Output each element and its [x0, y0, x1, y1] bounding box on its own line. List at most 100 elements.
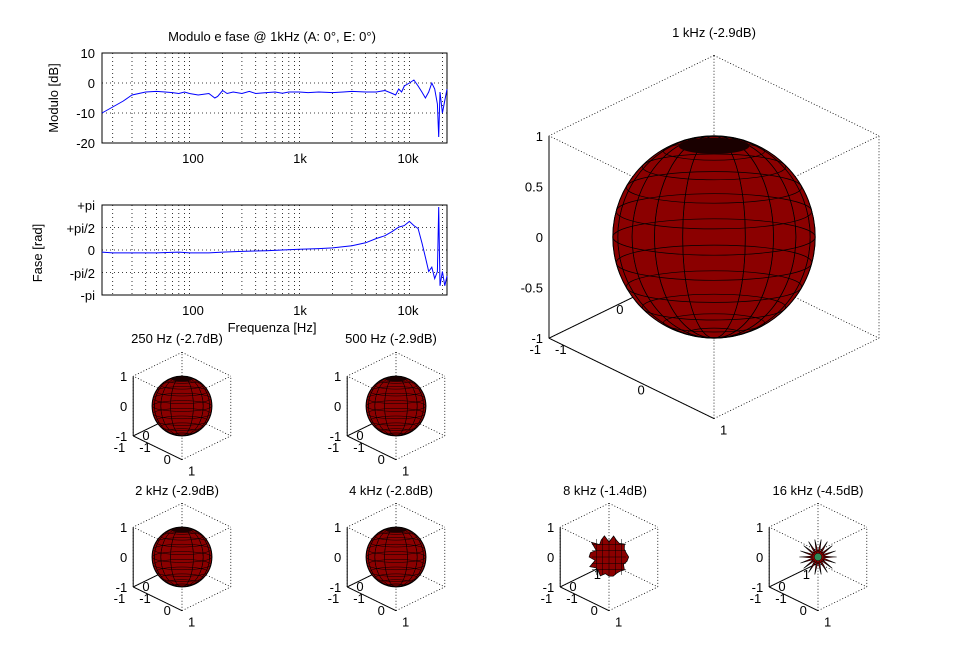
balloon-xtick-label: 0 — [142, 579, 149, 594]
balloon-xtick-label: -1 — [328, 591, 340, 606]
phase-ytick-halfpi: +pi/2 — [66, 221, 95, 236]
balloon-title: 4 kHz (-2.8dB) — [349, 483, 433, 498]
magnitude-ytick-10: 10 — [81, 46, 95, 61]
balloon-latitude-line — [374, 532, 418, 541]
balloon-title: 1 kHz (-2.9dB) — [672, 25, 756, 40]
balloon-xtick-label: -1 — [750, 591, 762, 606]
balloon-ytick-label: -1 — [555, 342, 567, 357]
balloon-ytick-label: 0 — [164, 603, 171, 618]
balloon-ztick-label: -1 — [543, 580, 555, 595]
balloon-axis-line — [132, 435, 183, 461]
balloon-xtick-label: -1 — [114, 440, 126, 455]
balloon-xtick-label: 0 — [356, 579, 363, 594]
balloon-ztick-label: 0 — [334, 399, 341, 414]
magnitude-xtick-100: 100 — [182, 151, 204, 166]
balloon-5: 2 kHz (-2.9dB)10-110-1-101 — [114, 483, 232, 630]
balloon-ztick-label: 0 — [334, 550, 341, 565]
balloon-ytick-label: 0 — [378, 452, 385, 467]
balloon-title: 500 Hz (-2.9dB) — [345, 331, 437, 346]
balloon-pole-cap — [385, 376, 407, 382]
balloon-box-edge — [181, 435, 231, 461]
balloon-ztick-label: -1 — [116, 429, 128, 444]
balloon-2: 1 kHz (-2.9dB)10.50-0.5-110-1-101 — [521, 25, 880, 438]
phase-ytick-minus-halfpi: -pi/2 — [70, 266, 95, 281]
balloon-ytick-label: 1 — [615, 615, 622, 630]
phase-series-line — [101, 206, 448, 286]
magnitude-ytick-minus20: -20 — [76, 136, 95, 151]
magnitude-title: Modulo e fase @ 1kHz (A: 0°, E: 0°) — [168, 29, 376, 44]
balloon-ytick-label: 0 — [800, 603, 807, 618]
balloon-ztick-label: -1 — [531, 331, 543, 346]
balloon-sphere — [588, 535, 630, 577]
balloon-6: 4 kHz (-2.8dB)10-110-1-101 — [328, 483, 446, 630]
balloon-longitude-line — [154, 375, 210, 437]
balloon-axis-line — [346, 586, 397, 612]
magnitude-ytick-0: 0 — [88, 76, 95, 91]
balloon-sphere — [612, 135, 816, 339]
balloon-ytick-label: 1 — [720, 423, 727, 438]
magnitude-xtick-10k: 10k — [398, 151, 419, 166]
balloon-ztick-label: 0 — [547, 550, 554, 565]
balloon-ztick-label: 1 — [120, 520, 127, 535]
phase-xtick-10k: 10k — [398, 303, 419, 318]
balloon-ytick-label: 0 — [164, 452, 171, 467]
balloon-title: 8 kHz (-1.4dB) — [563, 483, 647, 498]
balloon-xtick-label: 1 — [803, 567, 810, 582]
balloon-xtick-label: -1 — [328, 440, 340, 455]
balloon-box-edge — [769, 502, 819, 528]
magnitude-ytick-minus10: -10 — [76, 106, 95, 121]
balloon-ytick-label: -1 — [353, 440, 365, 455]
magnitude-ylabel: Modulo [dB] — [46, 63, 61, 132]
balloon-ytick-label: 1 — [824, 615, 831, 630]
balloon-title: 16 kHz (-4.5dB) — [772, 483, 863, 498]
balloon-pole-cap — [678, 137, 750, 154]
magnitude-axes-box — [101, 52, 448, 144]
balloon-latitude-line — [642, 293, 786, 321]
balloon-xtick-label: 0 — [778, 579, 785, 594]
balloon-ytick-label: 1 — [402, 464, 409, 479]
balloon-ztick-label: -0.5 — [521, 281, 543, 296]
balloon-xtick-label: 0 — [616, 302, 623, 317]
balloon-ztick-label: 1 — [547, 520, 554, 535]
magnitude-xtick-1k: 1k — [293, 151, 307, 166]
balloon-latitude-line — [160, 573, 204, 582]
balloon-latitude-line — [374, 573, 418, 582]
balloon-ytick-label: 1 — [188, 615, 195, 630]
balloon-xtick-label: -1 — [529, 342, 541, 357]
phase-ytick-pi: +pi — [77, 198, 95, 213]
balloon-longitude-line — [368, 526, 424, 588]
balloon-ytick-label: 0 — [378, 603, 385, 618]
balloon-latitude-line — [626, 270, 802, 303]
phase-xlabel: Frequenza [Hz] — [228, 320, 317, 335]
balloon-ztick-label: -1 — [752, 580, 764, 595]
balloon-latitude-line — [626, 171, 802, 204]
balloon-box-edge — [769, 526, 819, 552]
balloon-box-edge — [181, 351, 231, 377]
balloon-ytick-label: 1 — [188, 464, 195, 479]
balloon-xtick-label: 0 — [569, 579, 576, 594]
balloon-ytick-label: 0 — [638, 382, 645, 397]
balloon-box-edge — [133, 502, 183, 528]
balloon-axis-line — [548, 337, 715, 420]
phase-ytick-0: 0 — [88, 243, 95, 258]
balloon-pole-cap — [171, 527, 193, 533]
balloon-surface — [612, 135, 816, 339]
balloon-ztick-label: -1 — [330, 429, 342, 444]
balloon-ztick-label: 0 — [120, 550, 127, 565]
balloon-ztick-label: 0 — [536, 230, 543, 245]
balloon-xtick-label: -1 — [114, 591, 126, 606]
balloon-box-edge — [347, 351, 397, 377]
balloon-ytick-label: -1 — [139, 591, 151, 606]
balloon-latitude-line — [160, 532, 204, 541]
balloon-8: 16 kHz (-4.5dB)10-110-1 -101 — [750, 483, 868, 630]
phase-axes-box — [101, 204, 448, 296]
balloon-ztick-label: 1 — [756, 520, 763, 535]
balloon-surface-core — [814, 553, 822, 561]
magnitude-series-line — [101, 79, 448, 138]
balloon-ztick-label: 1 — [334, 369, 341, 384]
balloon-xtick-label: 0 — [142, 428, 149, 443]
balloon-sphere — [365, 526, 427, 588]
balloon-latitude-line — [160, 422, 204, 431]
